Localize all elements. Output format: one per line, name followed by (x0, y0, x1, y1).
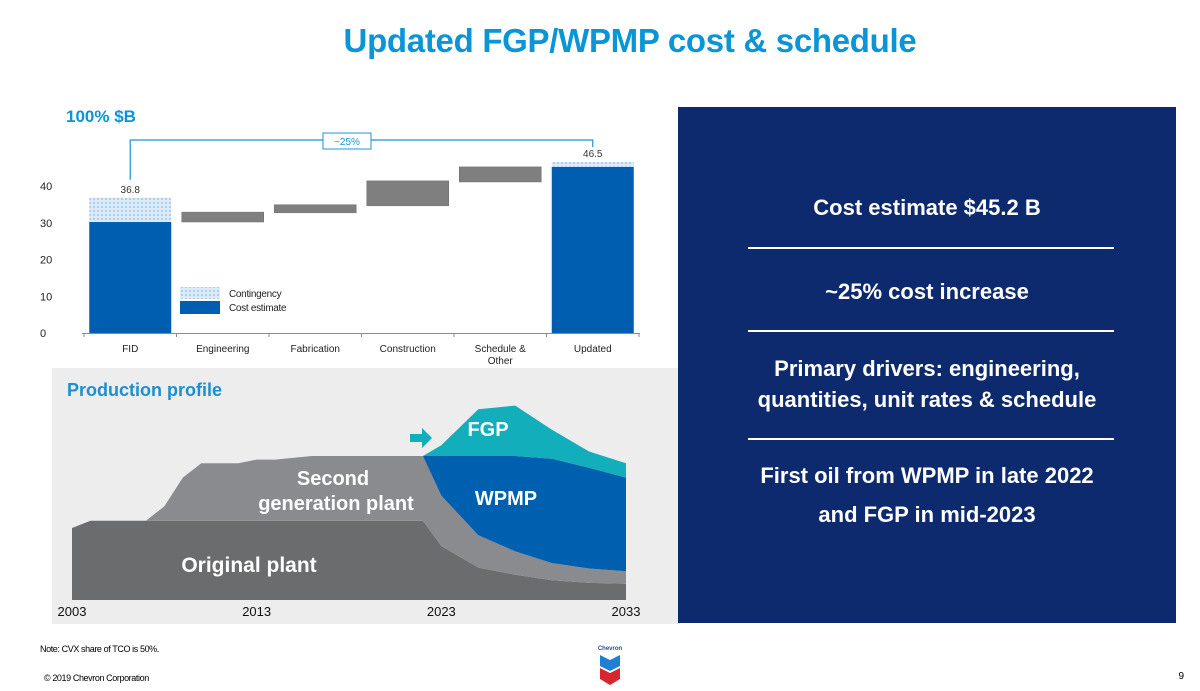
svg-text:Other: Other (488, 356, 514, 367)
first-oil-text-line2: and FGP in mid-2023 (818, 502, 1036, 527)
svg-text:10: 10 (40, 291, 52, 303)
svg-text:Original plant: Original plant (181, 554, 316, 577)
svg-text:Cost estimate: Cost estimate (229, 303, 287, 314)
svg-text:Contingency: Contingency (229, 289, 282, 300)
svg-text:Engineering: Engineering (196, 344, 249, 355)
svg-text:Fabrication: Fabrication (291, 344, 340, 355)
svg-text:~25%: ~25% (334, 137, 360, 148)
waterfall-bars: 36.8 46.5 (89, 149, 634, 333)
production-profile-panel: Original plant Second generation plant WPMP… (52, 368, 680, 624)
production-profile-title: Production profile (67, 380, 222, 400)
second-generation-plant-area (72, 456, 626, 584)
svg-text:Construction: Construction (380, 344, 436, 355)
svg-text:Updated: Updated (574, 344, 612, 355)
svg-text:generation plant: generation plant (258, 493, 414, 515)
copyright: © 2019 Chevron Corporation (44, 673, 149, 683)
divider (748, 330, 1114, 332)
chart-legend: Contingency Cost estimate (180, 287, 287, 314)
divider (748, 247, 1114, 249)
svg-text:0: 0 (40, 328, 46, 340)
fgp-area (72, 405, 626, 528)
cost-estimate-text: Cost estimate $45.2 B (813, 195, 1041, 220)
page-number: 9 (1178, 671, 1184, 682)
cost-waterfall-chart: ~25% 0 10 20 30 40 36.8 46.5 FID Engineering Fa… (40, 132, 640, 367)
svg-text:2023: 2023 (427, 604, 456, 619)
divider (748, 438, 1114, 440)
drivers-text-line1: Primary drivers: engineering, (774, 356, 1080, 381)
original-plant-area (72, 520, 626, 600)
x-axis-labels: FID Engineering Fabrication Construction Sch… (122, 344, 611, 367)
y-axis: 0 10 20 30 40 (40, 181, 640, 340)
svg-text:30: 30 (40, 218, 52, 230)
first-oil-text-line1: First oil from WPMP in late 2022 (760, 463, 1094, 488)
svg-text:Schedule &: Schedule & (475, 344, 526, 355)
slide-title: Updated FGP/WPMP cost & schedule (343, 22, 917, 59)
increase-bracket: ~25% (129, 132, 594, 180)
svg-text:FGP: FGP (467, 419, 508, 441)
chart-unit-label: 100% $B (66, 107, 136, 126)
svg-text:2003: 2003 (58, 604, 87, 619)
chevron-logo-icon: Chevron (596, 646, 624, 686)
footnote: Note: CVX share of TCO is 50%. (40, 644, 159, 654)
svg-text:2033: 2033 (612, 604, 641, 619)
svg-text:Second: Second (297, 468, 369, 490)
production-area-chart: Original plant Second generation plant WPMP… (58, 405, 641, 619)
arrow-right-icon (410, 428, 432, 448)
drivers-text-line2: quantities, unit rates & schedule (757, 387, 1097, 412)
logo-wordmark: Chevron (597, 646, 623, 652)
svg-text:40: 40 (40, 181, 52, 193)
wpmp-area (72, 456, 626, 572)
svg-text:FID: FID (122, 344, 138, 355)
svg-text:36.8: 36.8 (121, 185, 141, 196)
svg-text:2013: 2013 (242, 604, 271, 619)
svg-text:20: 20 (40, 255, 52, 267)
summary-panel: Cost estimate $45.2 B ~25% cost increase… (678, 107, 1176, 623)
chevron-mark-icon (600, 655, 620, 685)
cost-increase-text: ~25% cost increase (825, 279, 1029, 304)
svg-text:46.5: 46.5 (583, 149, 603, 160)
svg-text:WPMP: WPMP (475, 488, 537, 510)
